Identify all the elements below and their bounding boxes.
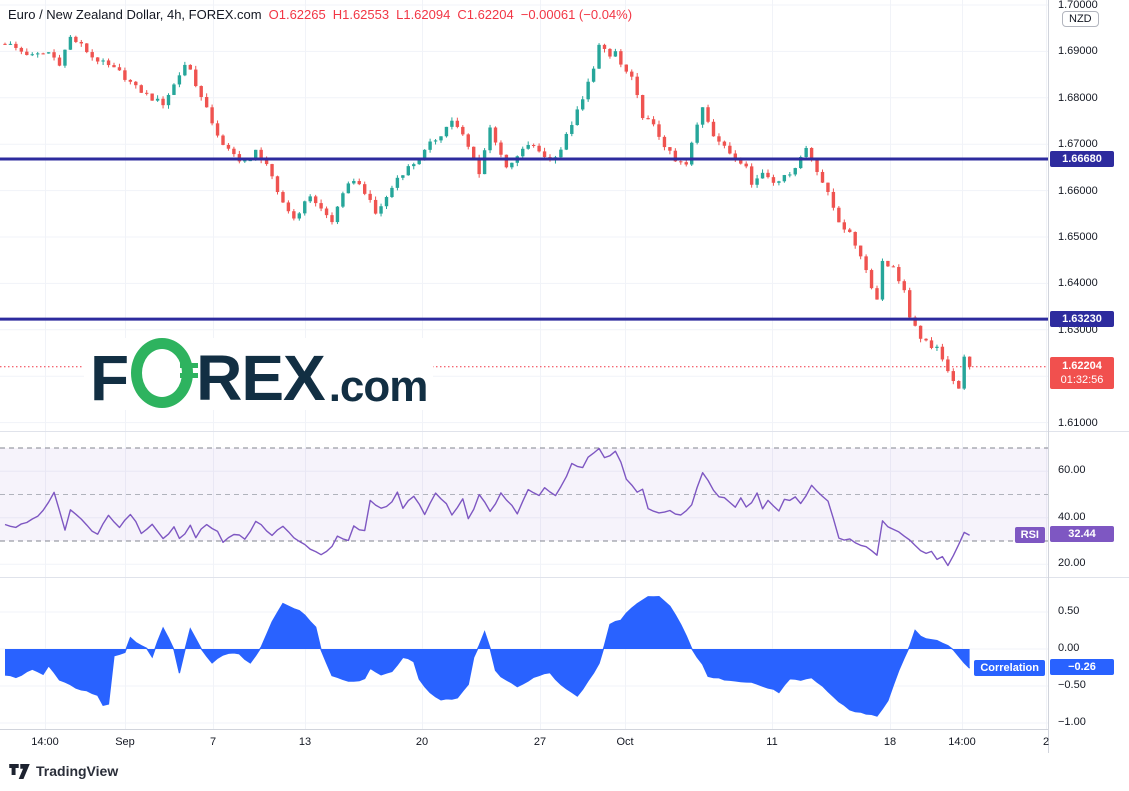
price-axis-tick: 40.00 <box>1058 511 1086 523</box>
ohlc-close: C1.62204 <box>457 7 514 22</box>
tradingview-logo[interactable]: TradingView <box>9 763 118 779</box>
price-axis-tick: 1.63000 <box>1058 324 1098 336</box>
time-axis-tick: 18 <box>883 736 897 748</box>
pane-separator <box>1049 431 1129 432</box>
price-axis-tick: 60.00 <box>1058 464 1086 476</box>
price-axis-tick: 1.65000 <box>1058 231 1098 243</box>
tradingview-mark-icon <box>9 763 30 779</box>
price-axis-tick: 1.70000 <box>1058 0 1098 11</box>
level-badge-2[interactable]: 1.63230 <box>1050 311 1114 327</box>
correlation-value-badge: −0.26 <box>1050 659 1114 675</box>
candlestick-chart[interactable] <box>0 0 1048 431</box>
time-axis-tick: 20 <box>415 736 429 748</box>
last-price-badge: 1.62204 01:32:56 <box>1050 357 1114 389</box>
price-axis-tick: 1.69000 <box>1058 45 1098 57</box>
forex-com-watermark: F REX .com <box>84 338 434 414</box>
tradingview-wordmark: TradingView <box>36 763 119 779</box>
watermark-letter-f: F <box>90 342 129 414</box>
price-axis-tick: −0.50 <box>1058 679 1086 691</box>
price-axis-tick: 1.64000 <box>1058 277 1098 289</box>
price-axis-tick: 1.66000 <box>1058 185 1098 197</box>
ohlc-open: O1.62265 <box>268 7 326 22</box>
correlation-pane[interactable]: Correlation <box>0 577 1048 730</box>
correlation-label-badge[interactable]: Correlation <box>974 660 1045 676</box>
symbol-title[interactable]: Euro / New Zealand Dollar, 4h, FOREX.com <box>8 7 262 22</box>
last-price-value: 1.62204 <box>1062 360 1102 372</box>
watermark-letters-rex: REX <box>196 342 326 414</box>
price-axis-tick: 0.00 <box>1058 642 1080 654</box>
rsi-chart[interactable] <box>0 432 1048 578</box>
price-axis-tick: 20.00 <box>1058 557 1086 569</box>
time-axis-tick: 11 <box>766 736 778 748</box>
bar-countdown: 01:32:56 <box>1060 374 1104 386</box>
pane-separator <box>1049 577 1129 578</box>
price-change: −0.00061 (−0.04%) <box>520 7 633 22</box>
time-axis-tick: 27 <box>533 736 547 748</box>
time-axis[interactable]: 14:00 Sep 7 13 20 27 Oct 11 18 14:00 2 <box>0 729 1050 755</box>
ohlc-high: H1.62553 <box>332 7 390 22</box>
currency-toggle[interactable]: NZD <box>1062 11 1099 27</box>
footer-strip: TradingView <box>0 754 1129 791</box>
time-axis-tick: Sep <box>115 736 135 748</box>
price-axis-tick: 1.67000 <box>1058 138 1098 150</box>
price-axis-tick: 1.61000 <box>1058 417 1098 429</box>
rsi-label-badge[interactable]: RSI <box>1014 527 1045 543</box>
rsi-pane[interactable]: RSI <box>0 431 1048 578</box>
price-axis-tick: 1.68000 <box>1058 92 1098 104</box>
forex-o-icon <box>131 338 199 408</box>
time-axis-tick: 14:00 <box>31 736 59 748</box>
ohlc-low: L1.62094 <box>396 7 451 22</box>
time-axis-tick: 13 <box>298 736 312 748</box>
time-axis-tick: Oct <box>616 736 634 748</box>
time-axis-tick: 7 <box>209 736 217 748</box>
correlation-chart[interactable] <box>0 578 1048 730</box>
level-badge-1[interactable]: 1.66680 <box>1050 151 1114 167</box>
time-axis-tick: 14:00 <box>948 736 976 748</box>
watermark-com: .com <box>328 362 429 411</box>
symbol-header: Euro / New Zealand Dollar, 4h, FOREX.com… <box>8 7 639 22</box>
price-axis-tick: −1.00 <box>1058 716 1086 728</box>
rsi-value-badge: 32.44 <box>1050 526 1114 542</box>
price-axis-tick: 0.50 <box>1058 605 1080 617</box>
price-axis[interactable]: NZD 1.70000 1.69000 1.68000 1.67000 1.66000 1… <box>1048 0 1129 753</box>
time-axis-tick: 2 <box>1042 736 1050 748</box>
price-pane[interactable]: Euro / New Zealand Dollar, 4h, FOREX.com… <box>0 0 1048 431</box>
